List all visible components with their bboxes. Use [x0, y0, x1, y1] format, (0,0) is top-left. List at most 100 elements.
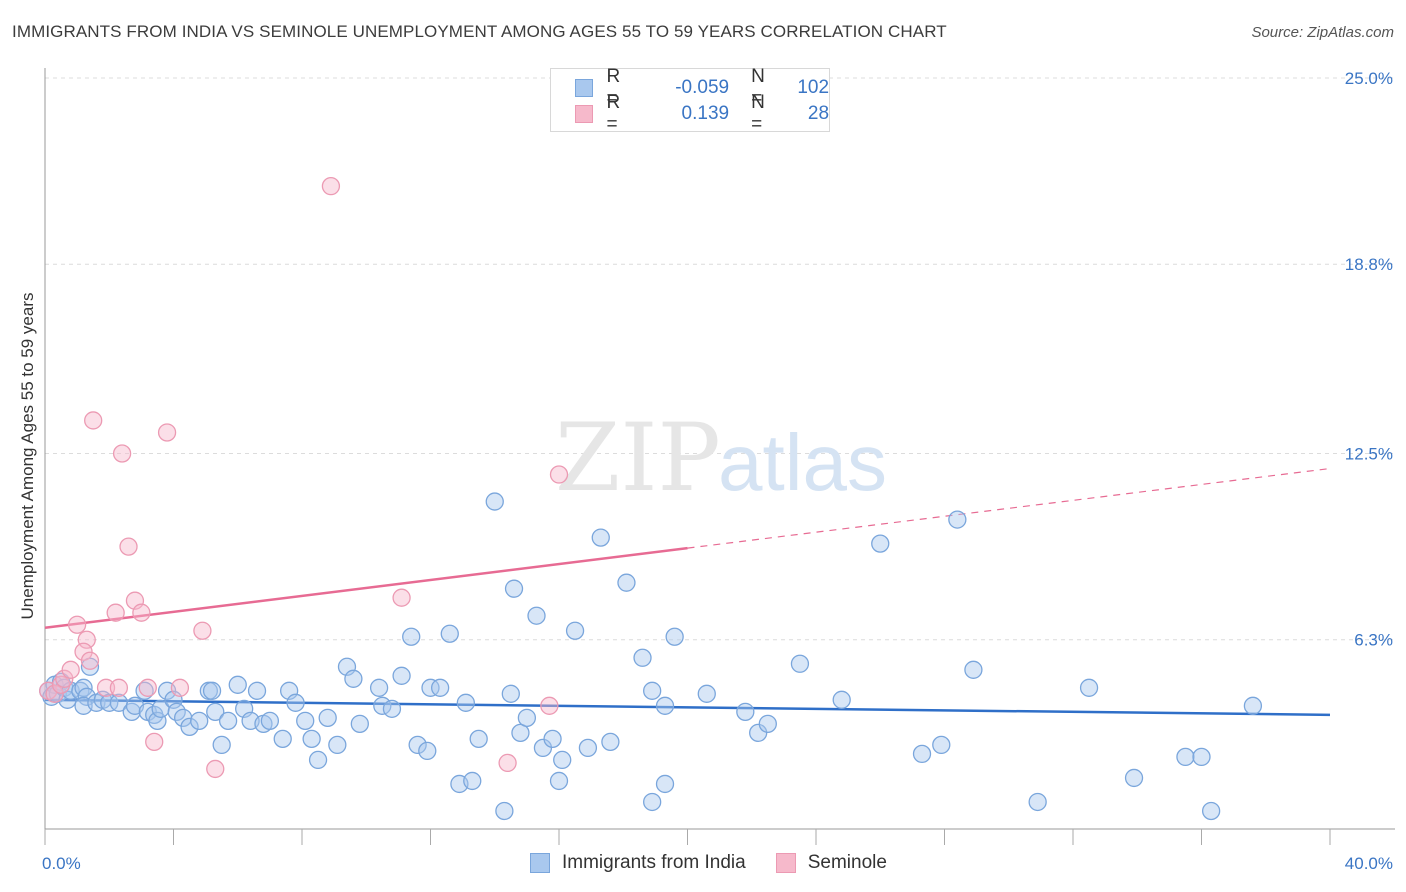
trend-line-india [44, 698, 1331, 717]
seminole-point [157, 423, 177, 442]
india-point [408, 735, 427, 755]
india-point [430, 678, 450, 697]
india-point [273, 729, 292, 749]
seminole-swatch-icon [775, 853, 796, 873]
series-legend: Immigrants from India Seminole [530, 852, 917, 874]
india-point [328, 735, 347, 755]
seminole-point [132, 603, 151, 622]
india-point [1201, 801, 1221, 821]
legend-n-label: N = [751, 66, 765, 109]
legend-n-value-india: 102 [797, 77, 830, 98]
series-legend-seminole[interactable]: Seminole [775, 852, 887, 874]
india-point [578, 738, 598, 758]
legend-row-seminole: R = 0.139 N = 28 [575, 92, 830, 135]
seminole-point [321, 176, 341, 196]
india-point [382, 699, 402, 718]
trend-lines [44, 467, 1331, 717]
legend-r-value-seminole: 0.139 [681, 103, 730, 124]
india-point [318, 708, 337, 728]
india-point [549, 771, 569, 791]
india-point [1243, 696, 1263, 715]
india-point [456, 693, 475, 712]
india-point [565, 621, 585, 640]
india-point [1124, 768, 1144, 788]
legend-r-label: R = [606, 92, 621, 135]
india-point [421, 678, 440, 697]
data-points [39, 176, 1263, 821]
trend-line-seminole [44, 546, 688, 629]
seminole-point [96, 678, 116, 697]
india-point [418, 741, 437, 761]
india-point [180, 717, 199, 737]
india-point [517, 708, 537, 728]
series-legend-india-label: Immigrants from India [562, 852, 746, 873]
india-point [553, 750, 572, 770]
india-point [206, 702, 225, 721]
india-point [1079, 678, 1099, 697]
india-point [1028, 792, 1047, 812]
x-tick-label-max: 40.0% [1345, 854, 1393, 873]
seminole-swatch-icon [575, 105, 593, 123]
india-point [665, 627, 684, 646]
legend-n-label: N = [751, 92, 765, 135]
india-point [440, 624, 459, 643]
seminole-point [549, 465, 569, 484]
watermark: ZIP atlas [555, 404, 887, 513]
watermark-zip: ZIP [555, 404, 721, 513]
india-point [308, 750, 328, 770]
seminole-point [119, 537, 138, 556]
india-point [350, 714, 369, 734]
india-point [643, 792, 662, 812]
x-tick-label-min: 0.0% [42, 854, 81, 873]
india-point [758, 714, 777, 734]
series-legend-india[interactable]: Immigrants from India [530, 852, 746, 874]
india-point [655, 696, 675, 715]
tick-labels: 6.3% 12.5% 18.8% 25.0% 0.0% 40.0% [42, 69, 1393, 873]
india-point [402, 627, 421, 646]
source-label: Source: ZipAtlas.com [1251, 24, 1394, 41]
seminole-point [138, 678, 157, 697]
india-point [871, 534, 890, 553]
india-point [463, 771, 482, 791]
india-point [135, 681, 154, 700]
india-point [190, 711, 209, 731]
legend-n-value-seminole: 28 [807, 103, 830, 124]
india-point [302, 729, 321, 749]
india-swatch-icon [530, 853, 550, 873]
india-point [501, 684, 520, 703]
correlation-legend: R = -0.059 N = 102 R = 0.139 N = 28 [550, 66, 830, 135]
grid-lines [45, 77, 1395, 641]
india-point [511, 723, 530, 743]
seminole-point [170, 678, 190, 697]
seminole-point [498, 753, 517, 773]
seminole-point [106, 603, 125, 622]
india-point [697, 684, 716, 703]
india-point [495, 801, 514, 821]
india-point [1176, 747, 1195, 767]
watermark-atlas: atlas [718, 418, 887, 507]
seminole-point [145, 732, 164, 752]
india-point [643, 681, 662, 700]
india-point [932, 735, 951, 755]
india-point [790, 654, 810, 673]
india-point [469, 729, 488, 749]
y-tick-label: 25.0% [1345, 69, 1393, 88]
trend-line-seminole-extrapolated [687, 467, 1331, 549]
india-point [964, 660, 983, 679]
india-point [948, 510, 967, 529]
india-point [1192, 747, 1211, 767]
legend-r-value-india: -0.059 [675, 77, 730, 98]
india-point [202, 681, 222, 700]
india-point [247, 681, 267, 700]
seminole-point [84, 411, 103, 430]
india-swatch-icon [575, 79, 593, 97]
seminole-point [109, 678, 129, 697]
india-point [100, 693, 119, 712]
india-point [212, 735, 231, 755]
chart-title: IMMIGRANTS FROM INDIA VS SEMINOLE UNEMPL… [12, 22, 947, 41]
india-point [148, 711, 167, 731]
series-legend-seminole-label: Seminole [807, 852, 887, 873]
india-point [655, 774, 675, 794]
india-point [296, 711, 315, 731]
india-point [228, 675, 247, 694]
